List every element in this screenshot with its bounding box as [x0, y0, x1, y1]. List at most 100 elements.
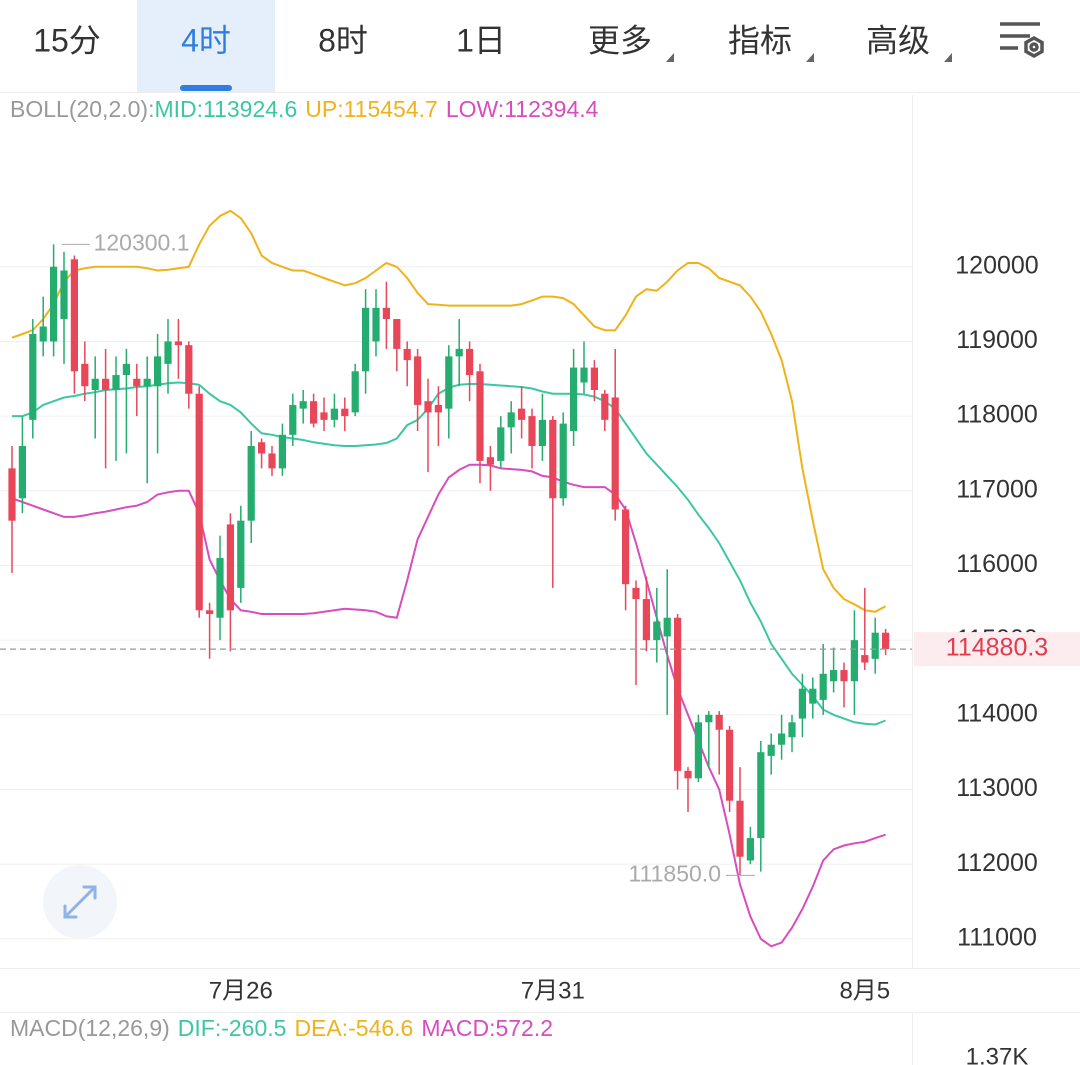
- settings-icon[interactable]: [1000, 22, 1044, 59]
- candle-body: [538, 419, 546, 446]
- candle-body: [351, 371, 359, 413]
- tab-label[interactable]: 高级: [866, 22, 930, 58]
- candle-body: [70, 259, 78, 372]
- candle-body: [299, 401, 307, 409]
- tab-label[interactable]: 指标: [728, 22, 792, 58]
- candle-body: [590, 367, 598, 390]
- y-tick-label: 119000: [956, 326, 1038, 354]
- y-tick-label: 112000: [956, 849, 1038, 877]
- candle-body: [424, 401, 432, 413]
- candle-body: [445, 356, 453, 409]
- x-tick-label: 7月31: [521, 977, 585, 1004]
- high-label: 120300.1: [94, 229, 190, 255]
- icon-gear: [1024, 35, 1044, 59]
- active-tab-bg: [137, 0, 275, 92]
- band-line: [11, 463, 886, 948]
- low-label: 111850.0: [628, 860, 721, 886]
- candle-body: [570, 367, 578, 432]
- candle-body: [372, 307, 380, 342]
- candle-body: [133, 378, 141, 387]
- candle-body: [341, 408, 349, 417]
- candle-body: [164, 341, 172, 364]
- candle-body: [39, 326, 47, 342]
- legend-entry: MACD:572.2: [421, 1015, 553, 1041]
- icon-gear-hole: [1029, 42, 1039, 52]
- candle-body: [143, 378, 151, 387]
- candle-body: [694, 722, 702, 779]
- candle-body: [216, 558, 224, 618]
- candle-body: [601, 393, 609, 420]
- legend-entry: DEA:-546.6: [294, 1015, 413, 1041]
- candle-body: [60, 270, 68, 320]
- candle-body: [663, 617, 671, 637]
- candle-body: [362, 307, 370, 372]
- y-tick-label: 120000: [955, 251, 1038, 279]
- candle-body: [486, 457, 494, 465]
- candle-body: [798, 688, 806, 719]
- candle-body: [330, 408, 338, 420]
- candle-body: [195, 393, 203, 611]
- candle-body: [310, 401, 318, 424]
- candle-body: [226, 524, 234, 611]
- candle-body: [497, 427, 505, 461]
- candle-body: [809, 688, 817, 704]
- candle-body: [247, 445, 255, 521]
- last-price-tag: [914, 632, 1080, 667]
- tab-label[interactable]: 15分: [33, 22, 101, 58]
- candle-body: [507, 412, 515, 428]
- candle-body: [611, 397, 619, 510]
- candle-body: [622, 509, 630, 585]
- candle-body: [684, 770, 692, 779]
- candle-body: [102, 378, 110, 390]
- candle-body: [871, 632, 879, 659]
- dropdown-caret: [666, 53, 674, 62]
- candle-body: [715, 714, 723, 730]
- band-line: [11, 209, 887, 613]
- candle-body: [258, 442, 266, 454]
- macd-axis-label: 1.37K: [966, 1043, 1029, 1065]
- tab-label[interactable]: 1日: [456, 22, 506, 58]
- candle-body: [559, 423, 567, 499]
- candle-body: [653, 621, 661, 641]
- candle-body: [455, 348, 463, 357]
- candle-body: [778, 733, 786, 745]
- candle-body: [29, 333, 37, 420]
- legend-entry: LOW:112394.4: [446, 96, 599, 122]
- legend-title: BOLL(20,2.0):: [10, 96, 154, 122]
- legend-entry: UP:115454.7: [305, 96, 438, 122]
- candle-body: [819, 673, 827, 700]
- expand-arrow-head: [82, 885, 97, 900]
- candle-body: [206, 610, 214, 615]
- candle-body: [746, 838, 754, 861]
- candle-body: [757, 752, 765, 839]
- candle-body: [850, 640, 858, 682]
- expand-arrow: [64, 886, 96, 918]
- boll-legend: BOLL(20,2.0):MID:113924.6 UP:115454.7 LOW:…: [10, 96, 599, 122]
- candle-body: [705, 714, 713, 723]
- tab-label[interactable]: 更多: [588, 22, 652, 58]
- candle-body: [382, 307, 390, 320]
- expand-button[interactable]: [43, 865, 117, 939]
- candle-body: [414, 356, 422, 405]
- macd-legend: MACD(12,26,9) DIF:-260.5 DEA:-546.6 MACD:57…: [10, 1015, 553, 1041]
- y-tick-label: 113000: [956, 774, 1038, 802]
- candle-body: [632, 587, 640, 600]
- candle-body: [528, 416, 536, 446]
- candle-body: [642, 599, 650, 641]
- candle-body: [268, 453, 276, 469]
- candle-body: [91, 378, 99, 390]
- candle-body: [726, 729, 734, 801]
- x-tick-label: 8月5: [839, 977, 890, 1004]
- candle-body: [830, 670, 838, 682]
- expand-arrow-head: [63, 904, 78, 919]
- tab-label[interactable]: 4时: [181, 22, 231, 58]
- overlay: 120300.1 111850.0 114880.3 BOLL(20,2.0):MID…: [0, 96, 1080, 1065]
- active-tab-indicator: [180, 85, 232, 91]
- candle-body: [237, 520, 245, 588]
- y-tick-label: 114000: [956, 699, 1038, 727]
- candle-body: [278, 434, 286, 469]
- tab-label[interactable]: 8时: [318, 22, 368, 58]
- candle-body: [861, 655, 869, 663]
